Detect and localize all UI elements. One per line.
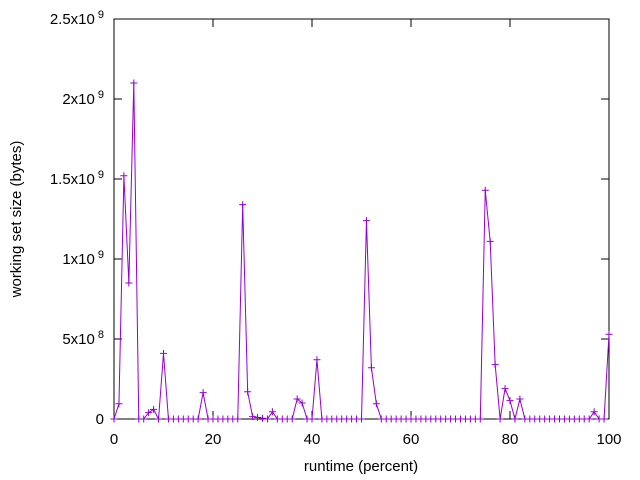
- data-point-marker: [516, 395, 524, 403]
- data-point-marker: [476, 415, 484, 423]
- series-line: [113, 82, 610, 421]
- data-point-marker: [367, 364, 375, 372]
- data-point-marker: [244, 388, 252, 396]
- data-point-marker: [313, 356, 321, 364]
- data-point-marker: [486, 237, 494, 245]
- data-point-marker: [362, 217, 370, 225]
- data-point-marker: [372, 400, 380, 408]
- data-point-marker: [298, 399, 306, 407]
- data-point-marker: [511, 415, 519, 423]
- data-point-marker: [194, 415, 202, 423]
- data-point-marker: [234, 415, 242, 423]
- x-tick-label: 60: [403, 431, 420, 448]
- data-point-marker: [130, 79, 138, 87]
- data-point-marker: [501, 385, 509, 393]
- data-point-marker: [254, 413, 262, 421]
- x-tick-label: 0: [110, 431, 118, 448]
- data-point-marker: [249, 413, 257, 421]
- y-tick-label: 1.5x10 9: [50, 169, 104, 188]
- data-point-marker: [600, 415, 608, 423]
- tick-labels: 0 20 40 60 80 100 0 5x10 8 1x10 9 1.5x10 9 2x10 9 2…: [50, 9, 622, 448]
- data-point-marker: [288, 415, 296, 423]
- data-point-marker: [155, 415, 163, 423]
- data-point-marker: [150, 405, 158, 413]
- data-point-marker: [605, 330, 613, 338]
- y-tick-label: 1x10 9: [62, 249, 104, 268]
- plot-frame: [113, 18, 610, 420]
- y-tick-label: 5x10 8: [62, 329, 104, 348]
- data-point-marker: [145, 409, 153, 417]
- data-point-marker: [110, 415, 118, 423]
- y-tick-label: 2x10 9: [62, 89, 104, 108]
- data-point-marker: [590, 408, 598, 416]
- data-point-marker: [125, 279, 133, 287]
- x-tick-label: 20: [205, 431, 222, 448]
- data-point-marker: [585, 415, 593, 423]
- data-point-marker: [293, 395, 301, 403]
- data-point-marker: [491, 361, 499, 369]
- y-tick-label: 0: [96, 411, 104, 428]
- data-point-marker: [115, 400, 123, 408]
- data-point-marker: [481, 186, 489, 194]
- data-point-marker: [160, 349, 167, 357]
- x-tick-label: 100: [596, 431, 621, 448]
- data-point-marker: [120, 172, 128, 180]
- data-point-marker: [496, 415, 504, 423]
- y-axis-label: working set size (bytes): [8, 141, 25, 299]
- data-point-marker: [358, 415, 365, 423]
- axis-ticks: [113, 18, 610, 420]
- data-point-marker: [199, 389, 207, 397]
- x-tick-label: 80: [502, 431, 519, 448]
- data-point-marker: [239, 201, 247, 209]
- data-point-marker: [506, 397, 514, 405]
- data-point-marker: [259, 414, 266, 422]
- x-axis-label: runtime (percent): [304, 458, 418, 475]
- series-markers: [110, 79, 613, 423]
- x-tick-label: 40: [304, 431, 321, 448]
- data-point-marker: [268, 408, 276, 416]
- y-tick-label: 2.5x10 9: [50, 9, 104, 28]
- data-point-marker: [263, 415, 271, 423]
- data-point-marker: [140, 415, 148, 423]
- data-point-marker: [308, 415, 316, 423]
